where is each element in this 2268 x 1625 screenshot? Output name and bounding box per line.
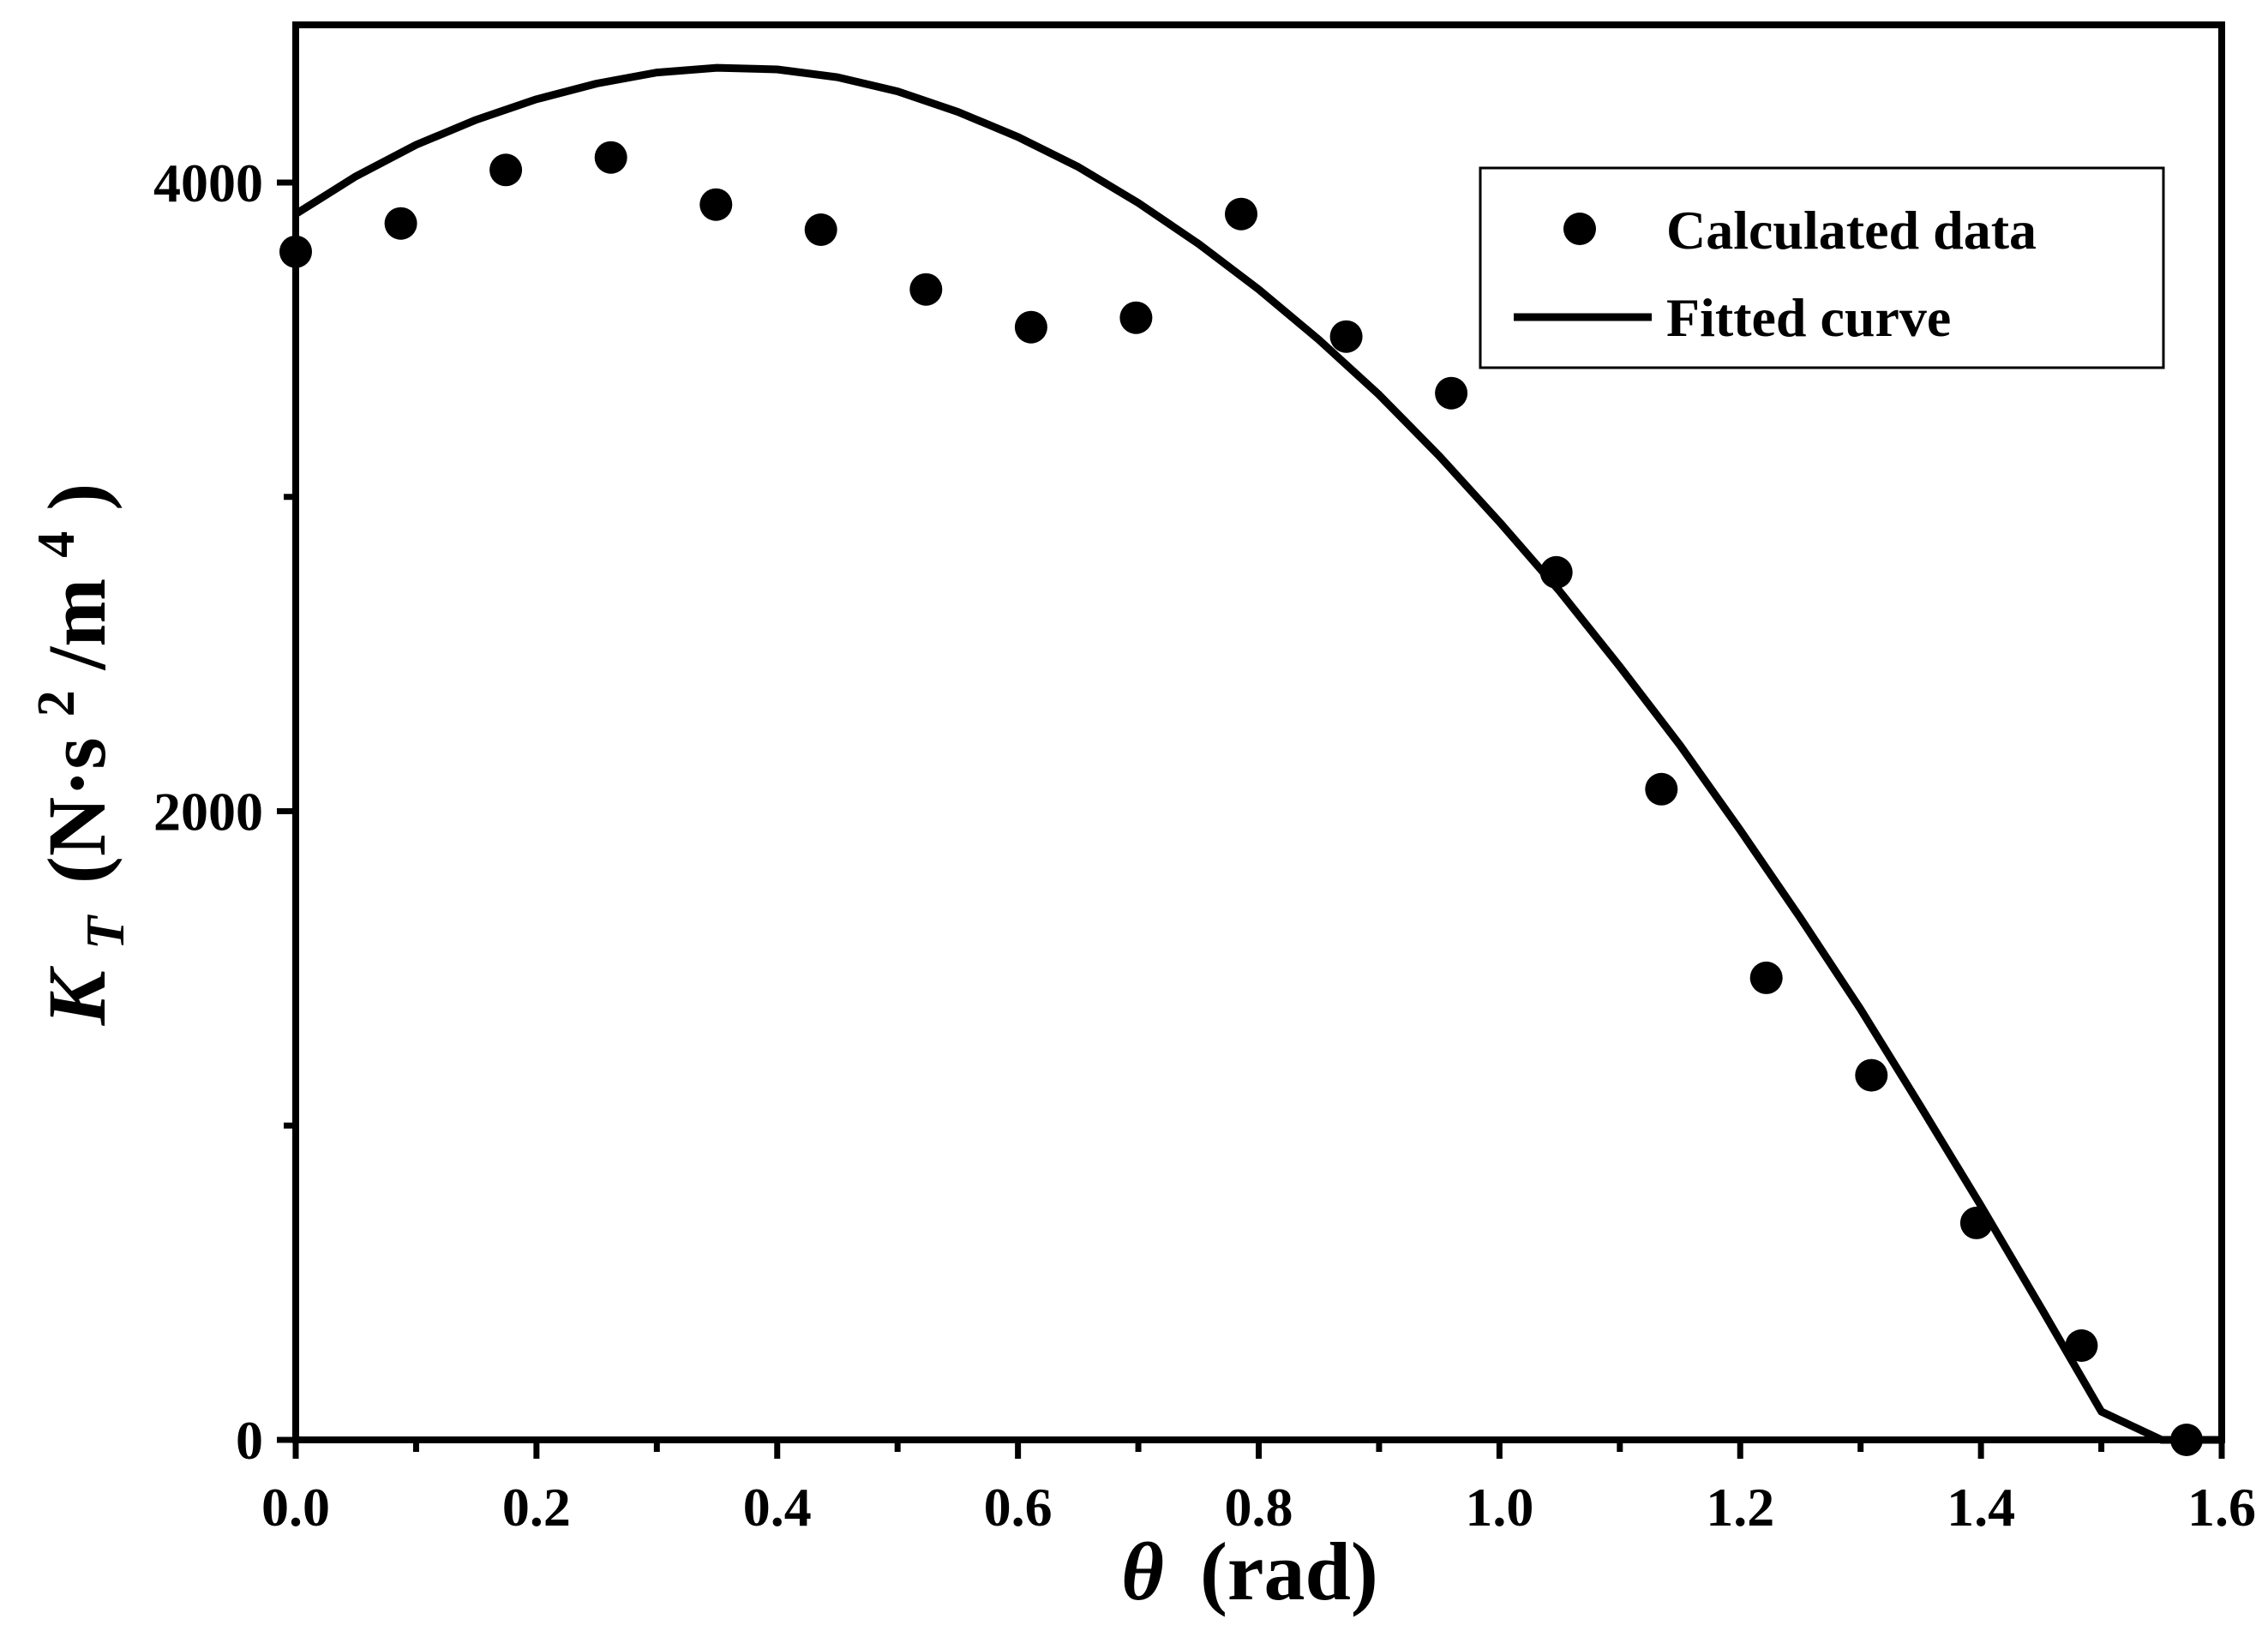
- x-axis-symbol: θ: [1121, 1526, 1164, 1617]
- y-axis-unit-mid: /m: [31, 579, 123, 671]
- y-axis-ticks: 0 2000 4000: [153, 153, 296, 1471]
- data-point: [1225, 197, 1257, 231]
- x-tick-label: 1.0: [1465, 1477, 1533, 1538]
- x-axis-title: θ (rad): [1121, 1526, 1378, 1617]
- data-point: [1645, 772, 1678, 806]
- y-axis-unit-sup1: 2: [27, 690, 86, 717]
- y-tick-label: 2000: [153, 782, 263, 842]
- data-point: [1329, 320, 1363, 353]
- x-tick-label: 0.8: [1225, 1477, 1293, 1538]
- fitted-curve-layer: [293, 63, 2222, 1444]
- data-point: [1014, 310, 1047, 344]
- calculated-data-points: [279, 141, 2203, 1456]
- data-point: [2170, 1424, 2203, 1456]
- x-axis-unit: (rad): [1200, 1526, 1378, 1617]
- x-tick-label: 0.2: [502, 1477, 571, 1538]
- x-tick-label: 0.0: [261, 1477, 330, 1538]
- x-tick-label: 1.4: [1947, 1477, 2015, 1538]
- y-axis-unit-sup2: 4: [27, 531, 86, 558]
- legend-box: [1479, 166, 2165, 369]
- x-tick-label: 1.6: [2187, 1477, 2256, 1538]
- y-axis-subscript: T: [75, 914, 135, 950]
- data-point: [1539, 555, 1573, 589]
- x-tick-label: 1.2: [1706, 1477, 1774, 1538]
- data-point: [1119, 301, 1153, 334]
- data-point: [384, 207, 417, 240]
- x-tick-label: 0.6: [984, 1477, 1053, 1538]
- legend-marker-calculated-data: [1563, 213, 1596, 245]
- data-point: [594, 141, 627, 174]
- data-point: [1959, 1206, 1993, 1239]
- fitted-curve-line: [293, 63, 2222, 1444]
- y-axis-title: K T (N·s 2 /m 4 ): [0, 483, 141, 1026]
- data-point: [1749, 961, 1783, 994]
- data-point: [1855, 1058, 1888, 1092]
- y-tick-label: 0: [236, 1410, 263, 1471]
- y-axis-unit-pre: (N·s: [31, 737, 123, 884]
- y-tick-label: 4000: [153, 153, 263, 213]
- data-point: [279, 235, 312, 268]
- data-point: [2065, 1329, 2098, 1362]
- data-point: [1435, 376, 1468, 410]
- x-tick-label: 0.4: [743, 1477, 812, 1538]
- y-axis-symbol: K: [31, 965, 123, 1026]
- legend-label-fitted-curve: Fitted curve: [1666, 287, 1951, 348]
- data-point: [804, 213, 837, 246]
- y-axis-unit-post: ): [31, 483, 123, 511]
- x-axis-ticks: 0.0 0.2 0.4 0.6 0.8 1.0 1.2 1.4 1.6: [261, 1440, 2256, 1538]
- data-point: [489, 153, 523, 187]
- legend: Calculated data Fitted curve: [1479, 166, 2165, 369]
- data-point: [909, 273, 943, 306]
- data-point: [699, 188, 733, 221]
- legend-label-calculated-data: Calculated data: [1666, 200, 2037, 261]
